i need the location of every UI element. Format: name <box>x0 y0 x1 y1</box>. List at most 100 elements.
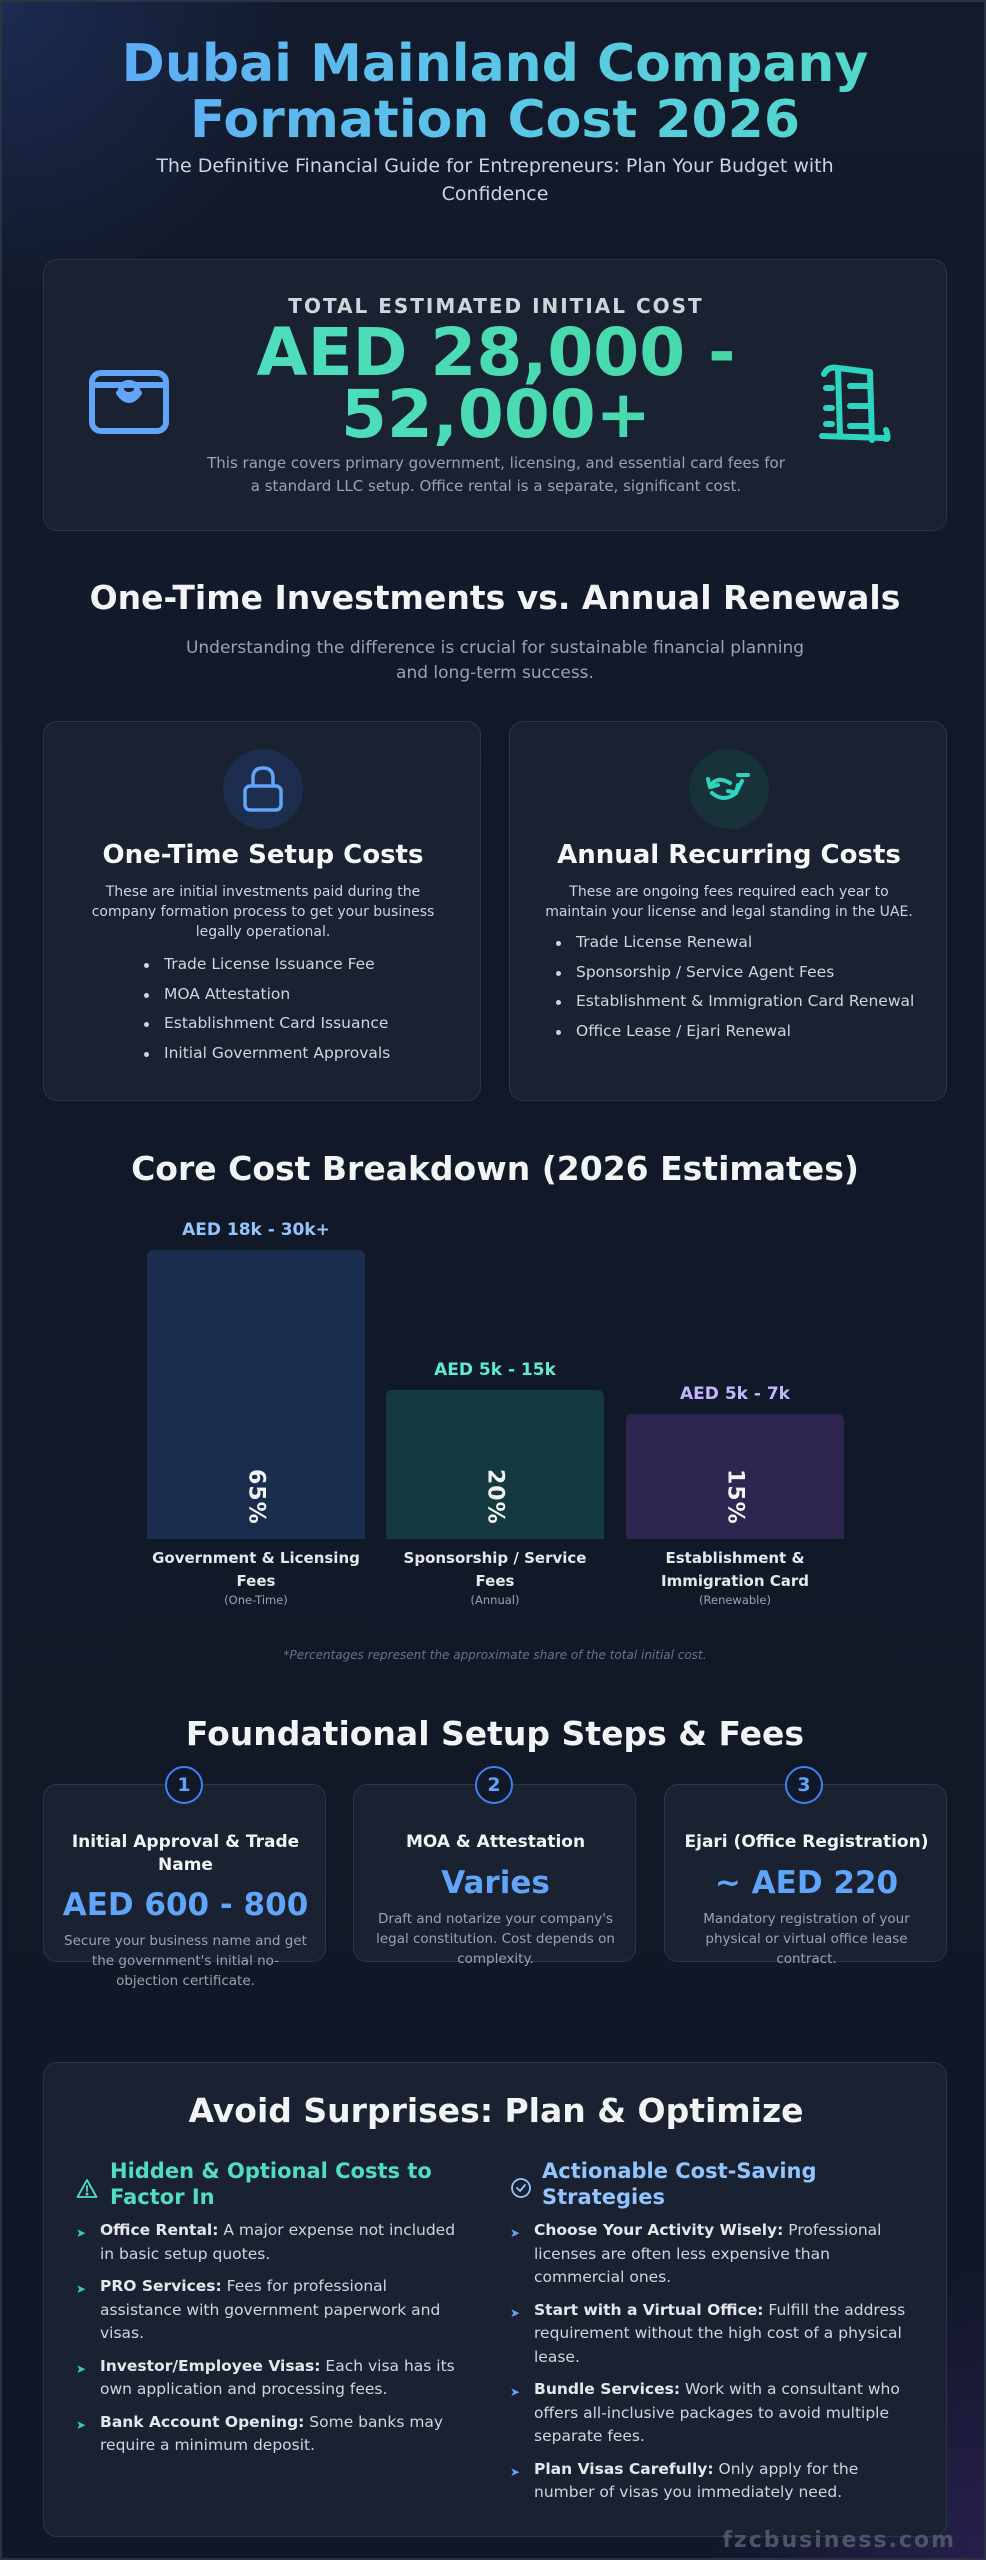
list-item: Office Lease / Ejari Renewal <box>556 1017 914 1047</box>
total-cost-value-line-2: 52,000+ <box>341 376 651 453</box>
item-label: Bundle Services: <box>534 2380 681 2398</box>
item-label: Start with a Virtual Office: <box>534 2300 764 2319</box>
annual-costs-description: These are ongoing fees required each yea… <box>545 884 913 920</box>
item-text: Some banks may require a minimum deposit… <box>100 2412 444 2455</box>
item-text: Professional licenses are often less exp… <box>534 2221 882 2286</box>
title-line-2: Formation Cost 2026 <box>189 90 801 150</box>
bar-percentage: 15% <box>722 1469 748 1525</box>
bar-value-label: AED 5k - 15k <box>434 1360 556 1380</box>
item-text: Each visa has its own application and pr… <box>100 2356 455 2399</box>
list-item: ➤ Plan Visas Carefully: Only apply for th… <box>510 2458 910 2505</box>
list-item: ➤ Bank Account Opening: Some banks may re… <box>76 2411 466 2458</box>
item-label: Plan Visas Carefully: <box>534 2459 714 2478</box>
total-cost-value: AED 28,000 - 52,000+ <box>194 322 798 446</box>
bar-establishment: 15% <box>626 1414 844 1539</box>
item-label: Office Rental: <box>100 2221 219 2239</box>
renew-icon-circle <box>689 749 769 829</box>
annual-costs-title: Annual Recurring Costs <box>557 840 901 870</box>
bar-group-government: AED 18k - 30k+ <box>147 1220 365 1240</box>
tips-card: Avoid Surprises: Plan & Optimize Hidden … <box>43 2062 947 2537</box>
hidden-costs-heading: Hidden & Optional Costs to Factor In <box>110 2159 432 2209</box>
steps-title: Foundational Setup Steps & Fees <box>185 1714 805 1753</box>
step-description: Draft and notarize your company's legal … <box>376 1911 615 1967</box>
bar-label-line: Fees <box>475 1572 515 1590</box>
total-cost-description: This range covers primary government, li… <box>207 454 785 495</box>
step-description: Secure your business name and get the go… <box>64 1933 307 1989</box>
bar-sponsorship: 20% <box>386 1390 604 1539</box>
bar-value-label: AED 18k - 30k+ <box>182 1220 330 1240</box>
bar-percentage: 65% <box>243 1469 269 1525</box>
step-title: Ejari (Office Registration) <box>684 1832 929 1852</box>
page-subtitle: The Definitive Financial Guide for Entre… <box>156 155 834 205</box>
check-circle-icon <box>511 2178 531 2198</box>
list-item: Trade License Issuance Fee <box>144 950 390 980</box>
list-item: ➤ Investor/Employee Visas: Each visa has … <box>76 2355 466 2402</box>
list-item: Establishment & Immigration Card Renewal <box>556 987 914 1017</box>
breakdown-title: Core Cost Breakdown (2026 Estimates) <box>131 1149 859 1188</box>
total-cost-card: TOTAL ESTIMATED INITIAL COST AED 28,000 … <box>43 259 947 531</box>
bar-value-label: AED 5k - 7k <box>680 1384 790 1404</box>
bar-label-line: Establishment & <box>665 1549 805 1567</box>
item-text: Fees for professional assistance with go… <box>100 2277 441 2342</box>
list-item: MOA Attestation <box>144 980 390 1010</box>
annual-costs-list: Trade License Renewal Sponsorship / Serv… <box>556 928 914 1046</box>
one-time-costs-title: One-Time Setup Costs <box>102 840 424 870</box>
step-card-3: Ejari (Office Registration) ~ AED 220 Ma… <box>664 1784 947 1967</box>
total-cost-label: TOTAL ESTIMATED INITIAL COST <box>288 294 704 318</box>
step-card-2: MOA & Attestation Varies Draft and notar… <box>353 1784 636 1967</box>
bar-label-line: Sponsorship / Service <box>403 1549 587 1567</box>
comparison-subtitle: Understanding the difference is crucial … <box>185 638 805 683</box>
item-label: Bank Account Opening: <box>100 2412 305 2431</box>
step-price: ~ AED 220 <box>714 1865 899 1901</box>
arrow-icon: ➤ <box>510 2305 521 2320</box>
saving-strategies-heading: Actionable Cost-Saving Strategies <box>542 2159 817 2209</box>
page-title: Dubai Mainland Company Formation Cost 20… <box>2 36 986 148</box>
bar-label-government: Government & Licensing Fees (One-Time) <box>142 1547 370 1607</box>
list-item: Trade License Renewal <box>556 928 914 958</box>
brand-watermark: fzcbusiness.com <box>722 2528 956 2553</box>
list-item: ➤ Office Rental: A major expense not incl… <box>76 2219 466 2266</box>
step-description: Mandatory registration of your physical … <box>703 1911 910 1967</box>
list-item: ➤ Choose Your Activity Wisely: Profession… <box>510 2219 910 2290</box>
list-item: ➤ PRO Services: Fees for professional ass… <box>76 2275 466 2346</box>
arrow-icon: ➤ <box>510 2226 521 2240</box>
comparison-title: One-Time Investments vs. Annual Renewals <box>89 578 901 617</box>
bar-group-establishment: AED 5k - 7k <box>626 1384 844 1404</box>
step-number-badge: 2 <box>475 1766 513 1804</box>
bar-label-line: Government & Licensing <box>152 1549 360 1567</box>
hidden-costs-list: ➤ Office Rental: A major expense not incl… <box>76 2219 466 2467</box>
building-icon <box>819 364 891 443</box>
list-item: Initial Government Approvals <box>144 1039 390 1069</box>
chart-footnote: *Percentages represent the approximate s… <box>283 1648 707 1662</box>
arrow-icon: ➤ <box>76 2282 87 2296</box>
list-item: ➤ Start with a Virtual Office: Fulfill th… <box>510 2299 910 2370</box>
lock-icon <box>243 766 283 812</box>
arrow-icon: ➤ <box>510 2385 521 2399</box>
arrow-icon: ➤ <box>76 2417 87 2432</box>
step-number-badge: 3 <box>785 1766 823 1804</box>
arrow-icon: ➤ <box>510 2464 521 2479</box>
one-time-costs-description: These are initial investments paid durin… <box>91 884 435 940</box>
bar-label-line: Immigration Card <box>660 1572 810 1590</box>
item-text: Fulfill the address requirement without … <box>534 2300 906 2366</box>
one-time-costs-list: Trade License Issuance Fee MOA Attestati… <box>144 950 390 1068</box>
bar-sublabel: (Annual) <box>470 1593 520 1607</box>
warning-icon <box>76 2179 98 2198</box>
title-line-1: Dubai Mainland Company <box>121 34 869 94</box>
bar-group-sponsorship: AED 5k - 15k <box>386 1360 604 1380</box>
step-title: Initial Approval & Trade Name <box>71 1832 300 1875</box>
bar-sublabel: (One-Time) <box>224 1593 288 1607</box>
step-title: MOA & Attestation <box>405 1832 586 1852</box>
tips-title: Avoid Surprises: Plan & Optimize <box>188 2091 804 2130</box>
bar-government: 65% <box>147 1250 365 1539</box>
saving-strategies-list: ➤ Choose Your Activity Wisely: Profession… <box>510 2219 910 2514</box>
list-item: ➤ Bundle Services: Work with a consultant… <box>510 2378 910 2449</box>
step-card-1: Initial Approval & Trade Name AED 600 - … <box>43 1784 326 1989</box>
total-cost-value-line-1: AED 28,000 - <box>256 314 736 391</box>
item-text: Work with a consultant who offers all-in… <box>534 2380 900 2445</box>
item-label: Choose Your Activity Wisely: <box>534 2221 784 2239</box>
step-number-badge: 1 <box>165 1766 203 1804</box>
lock-icon-circle <box>223 749 303 829</box>
bar-label-line: Fees <box>236 1572 276 1590</box>
